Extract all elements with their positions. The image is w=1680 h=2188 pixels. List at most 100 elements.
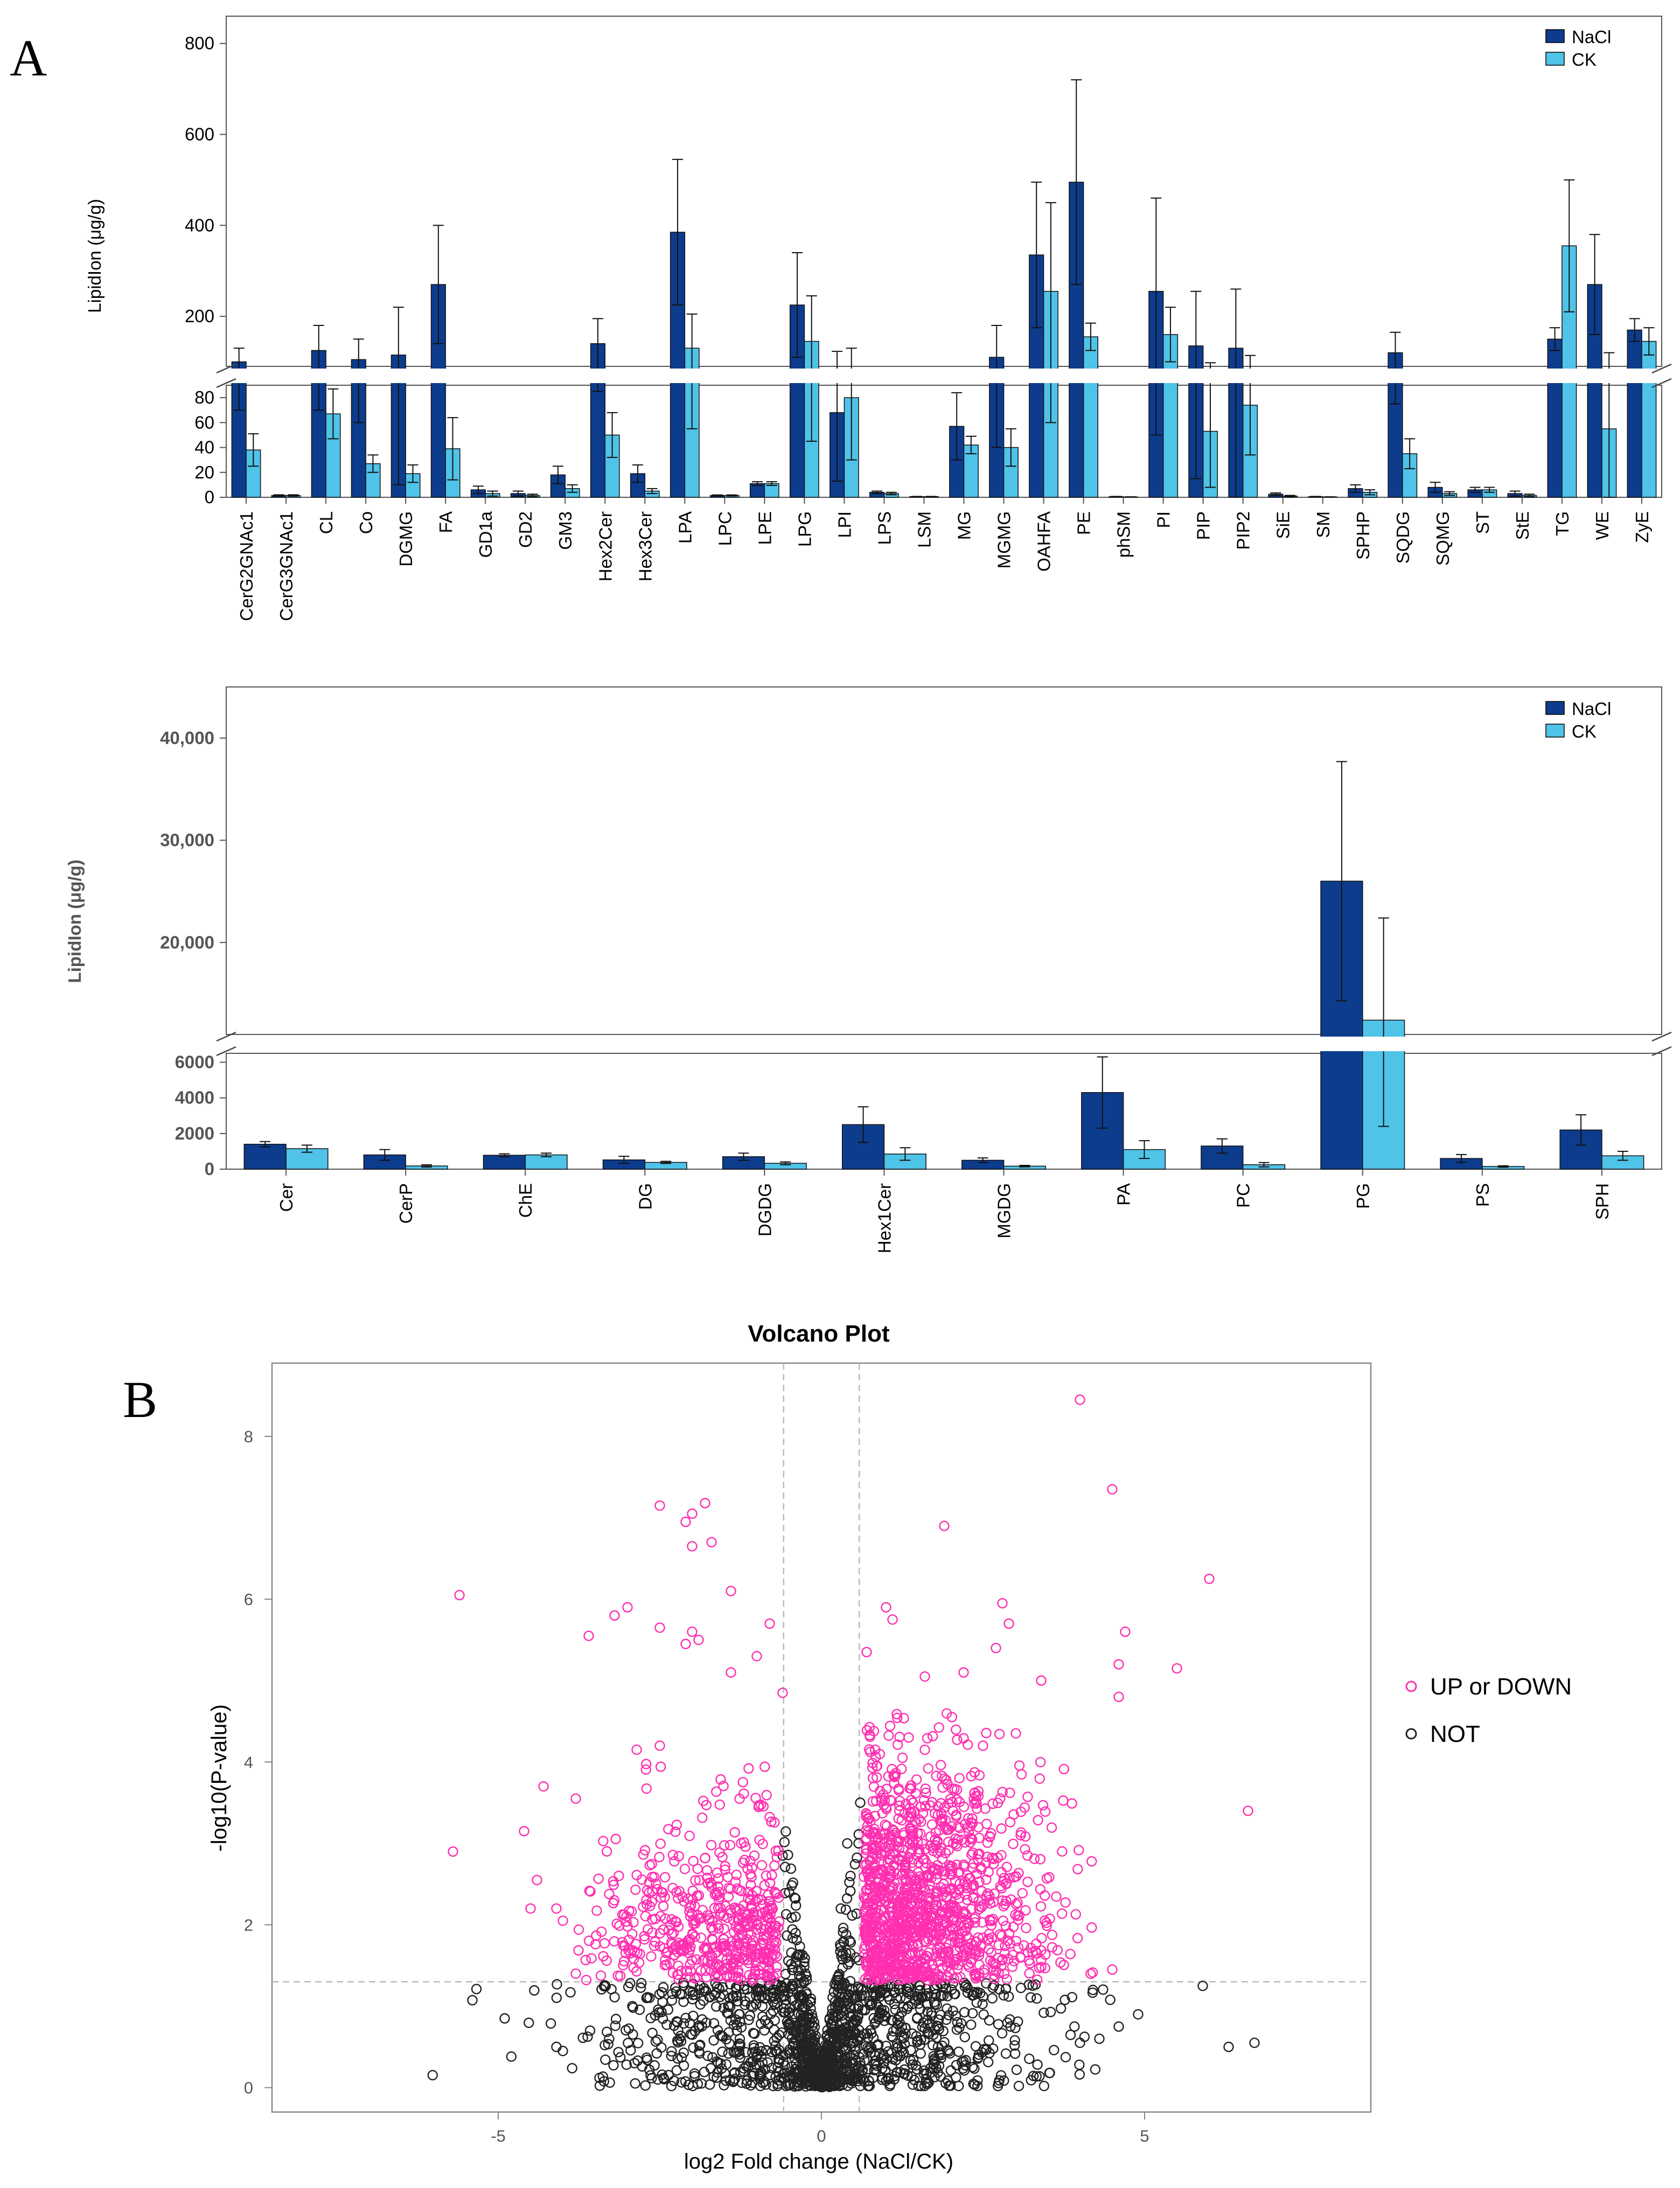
- point-up-or-down: [1005, 1787, 1015, 1798]
- point-up-or-down: [1010, 1909, 1021, 1920]
- point-up-or-down: [740, 1941, 751, 1952]
- point-up-or-down: [1057, 1846, 1068, 1857]
- point-not: [828, 2011, 839, 2022]
- point-up-or-down: [745, 1880, 756, 1891]
- point-up-or-down: [971, 1971, 981, 1982]
- a2-errorbar-nacl-PA: [1097, 1056, 1108, 1129]
- point-up-or-down: [865, 1871, 876, 1882]
- point-not: [960, 2055, 971, 2066]
- point-up-or-down: [706, 1922, 717, 1933]
- point-up-or-down: [730, 1950, 741, 1961]
- point-up-or-down: [931, 1770, 942, 1781]
- point-up-or-down: [1058, 1795, 1069, 1806]
- point-up-or-down: [1030, 1946, 1041, 1956]
- point-not: [942, 2003, 952, 2014]
- point-not: [951, 2024, 963, 2035]
- point-up-or-down: [901, 1798, 911, 1810]
- point-not: [810, 2031, 821, 2041]
- point-not: [1060, 2052, 1071, 2062]
- point-up-or-down: [1034, 1962, 1044, 1974]
- point-up-or-down: [947, 1931, 958, 1942]
- point-up-or-down: [887, 1824, 898, 1835]
- point-not: [842, 1838, 853, 1849]
- point-up-or-down: [996, 1850, 1007, 1861]
- point-up-or-down: [871, 1772, 882, 1783]
- point-up-or-down: [640, 1764, 651, 1775]
- point-up-or-down: [1036, 1955, 1047, 1966]
- point-up-or-down: [1035, 1854, 1046, 1865]
- point-up-or-down: [956, 1912, 966, 1923]
- point-not: [759, 1993, 770, 2004]
- point-not: [842, 1992, 853, 2003]
- point-not: [692, 2079, 703, 2089]
- point-up-or-down: [618, 1960, 629, 1971]
- point-not: [834, 2077, 845, 2088]
- point-up-or-down: [903, 1732, 914, 1743]
- point-not: [889, 2071, 900, 2082]
- point-up-or-down: [700, 1498, 710, 1509]
- point-up-or-down: [631, 1744, 642, 1755]
- a1-errorbar-nacl-PI: [1151, 197, 1162, 436]
- a1-errorbar-nacl-GD1a: [472, 485, 484, 495]
- point-not: [940, 2078, 951, 2089]
- point-up-or-down: [920, 1783, 931, 1794]
- point-not: [673, 2025, 684, 2036]
- point-up-or-down: [1073, 1845, 1084, 1856]
- a2-errorbar-nacl-CerP: [379, 1149, 391, 1161]
- point-not: [881, 2040, 891, 2051]
- point-not: [833, 1971, 844, 1982]
- point-up-or-down: [974, 1960, 985, 1970]
- point-not: [850, 1992, 861, 2003]
- point-not: [860, 2041, 872, 2052]
- point-up-or-down: [713, 1923, 724, 1934]
- point-not: [582, 2031, 593, 2042]
- point-not: [851, 2068, 861, 2079]
- point-up-or-down: [1024, 1968, 1035, 1979]
- point-up-or-down: [1036, 1933, 1047, 1944]
- point-up-or-down: [867, 1898, 878, 1909]
- point-not: [849, 2041, 861, 2052]
- a2-legend-ck: CK: [1572, 721, 1597, 741]
- a1-errorbar-ck-CerG3GNAc1: [288, 494, 299, 497]
- point-up-or-down: [912, 1867, 924, 1878]
- point-up-or-down: [687, 1928, 698, 1939]
- point-up-or-down: [880, 1927, 891, 1938]
- point-up-or-down: [772, 1922, 784, 1933]
- point-up-or-down: [1087, 1967, 1098, 1978]
- point-not: [783, 2080, 793, 2090]
- point-not: [982, 2057, 994, 2068]
- point-not: [783, 1850, 793, 1860]
- point-up-or-down: [986, 1947, 997, 1958]
- point-up-or-down: [887, 1614, 898, 1625]
- point-up-or-down: [867, 1966, 877, 1977]
- point-not: [642, 2054, 653, 2065]
- point-not: [898, 2032, 910, 2043]
- point-up-or-down: [905, 1949, 916, 1960]
- point-not: [884, 2080, 895, 2092]
- point-up-or-down: [1000, 1899, 1010, 1909]
- point-up-or-down: [869, 1810, 881, 1822]
- point-not: [987, 1993, 998, 2004]
- point-up-or-down: [756, 1860, 768, 1871]
- point-not: [892, 2050, 903, 2061]
- a2-legend: NaCl CK: [1545, 699, 1611, 741]
- point-not: [942, 2075, 953, 2086]
- point-not: [994, 1984, 1005, 1995]
- point-up-or-down: [867, 1758, 878, 1768]
- a1-errorbar-ck-Co: [367, 454, 379, 473]
- point-not: [967, 2008, 978, 2019]
- point-up-or-down: [880, 1951, 891, 1962]
- point-up-or-down: [730, 1877, 741, 1887]
- a1-y-axis-label: LipidIon (μg/g): [85, 199, 104, 313]
- a2-errorbar-ck-PS: [1497, 1165, 1509, 1168]
- point-not: [821, 2031, 832, 2042]
- point-not: [971, 1997, 982, 2008]
- point-not: [888, 2026, 899, 2037]
- point-up-or-down: [897, 1933, 909, 1944]
- point-up-or-down: [1003, 1618, 1014, 1629]
- point-up-or-down: [1014, 1760, 1025, 1771]
- point-not: [773, 2067, 784, 2078]
- a1-errorbar-ck-FA: [447, 417, 458, 481]
- point-not: [922, 2019, 933, 2030]
- point-up-or-down: [692, 1891, 702, 1901]
